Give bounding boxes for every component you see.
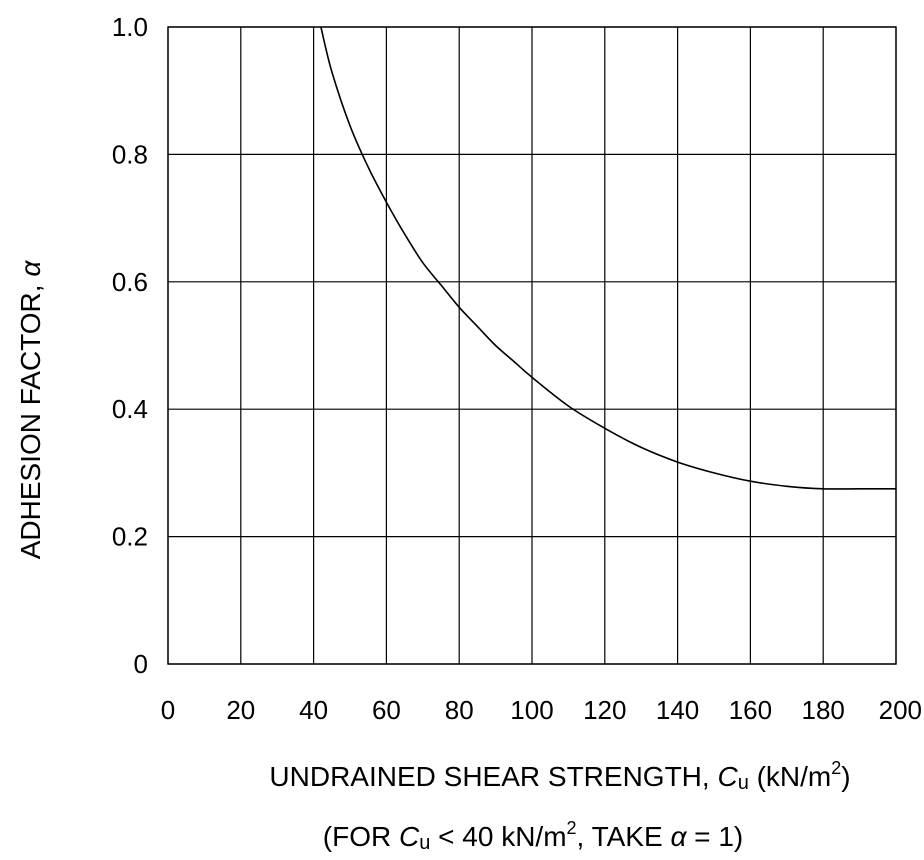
x-tick-label: 20 (226, 695, 255, 725)
x-tick-label: 60 (372, 695, 401, 725)
x-tick-label: 200 (879, 695, 922, 725)
x-tick-label: 120 (583, 695, 626, 725)
x-tick-labels: 0 20 40 60 80 100 120 140 160 180 200 (161, 695, 922, 725)
plot-frame (167, 26, 897, 665)
x-axis-title: UNDRAINED SHEAR STRENGTH, Cu (kN/m2) (269, 758, 850, 794)
series-layer (320, 26, 896, 490)
y-tick-label: 0.2 (112, 522, 148, 552)
y-axis-title: ADHESION FACTOR, α (15, 260, 46, 560)
x-tick-label: 0 (161, 695, 175, 725)
y-tick-label: 0.8 (112, 139, 148, 169)
y-tick-label: 0.4 (112, 394, 148, 424)
x-tick-label: 100 (510, 695, 553, 725)
x-tick-label: 180 (802, 695, 845, 725)
y-tick-label: 0.6 (112, 267, 148, 297)
y-tick-labels: 0 0.2 0.4 0.6 0.8 1.0 (112, 12, 148, 679)
adhesion-factor-curve (320, 26, 896, 490)
x-tick-label: 140 (656, 695, 699, 725)
x-tick-label: 40 (299, 695, 328, 725)
y-tick-label: 0 (134, 649, 148, 679)
x-axis-note: (FOR Cu < 40 kN/m2, TAKE α = 1) (323, 818, 743, 854)
y-tick-label: 1.0 (112, 12, 148, 42)
grid (167, 26, 897, 665)
x-tick-label: 80 (445, 695, 474, 725)
x-tick-label: 160 (729, 695, 772, 725)
